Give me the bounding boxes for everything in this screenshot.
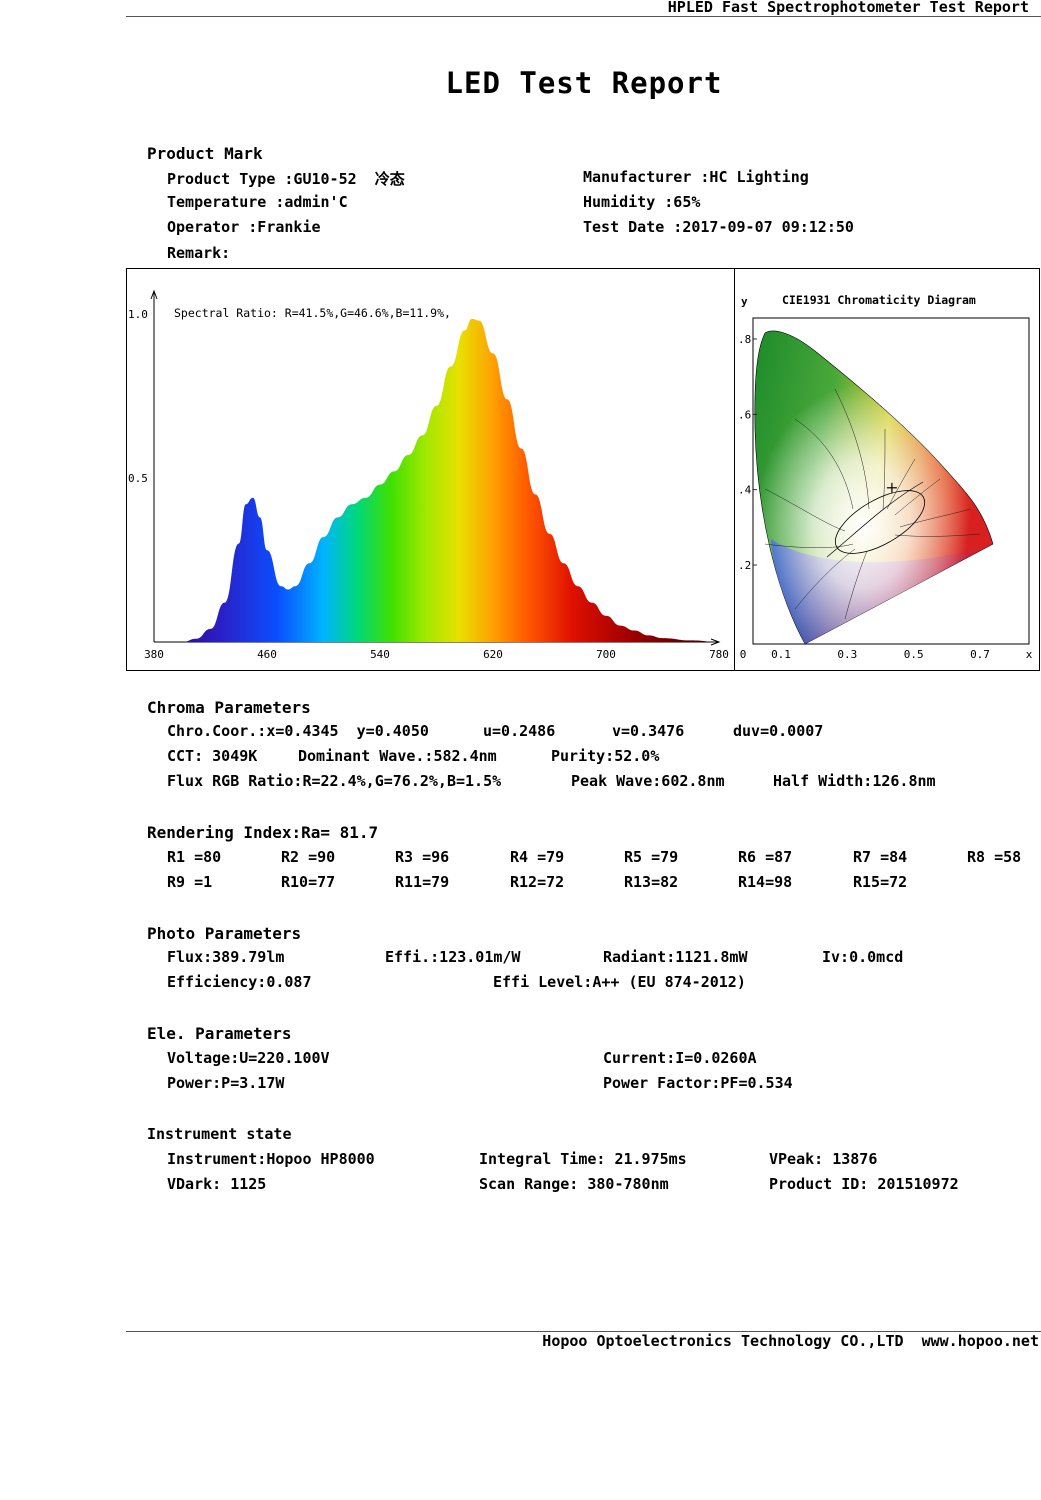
header-divider [126, 16, 1041, 17]
iv: Iv:0.0mcd [822, 948, 904, 966]
spectrum-y-tick-label: 1.0 [128, 308, 148, 321]
chroma-v: v=0.3476 [612, 722, 685, 740]
cie-y-tick-label: .6 [738, 408, 751, 421]
spectrum-x-tick-label: 460 [257, 648, 277, 661]
power-factor: Power Factor:PF=0.534 [603, 1074, 793, 1092]
r-value: R15=72 [853, 873, 908, 891]
r-value: R14=98 [738, 873, 793, 891]
current: Current:I=0.0260A [603, 1049, 757, 1067]
effi: Effi.:123.01m/W [385, 948, 521, 966]
r-value: R6 =87 [738, 848, 793, 866]
dominant-wave: Dominant Wave.:582.4nm [298, 747, 497, 765]
product-type: Product Type :GU10-52 冷态 [167, 170, 405, 188]
purity: Purity:52.0% [551, 747, 660, 765]
rendering-heading: Rendering Index:Ra= 81.7 [147, 823, 379, 842]
cie-x-tick-label: x [1026, 648, 1033, 661]
radiant: Radiant:1121.8mW [603, 948, 748, 966]
temperature: Temperature :admin'C [167, 193, 348, 211]
product-id: Product ID: 201510972 [769, 1175, 959, 1193]
r-value: R10=77 [281, 873, 336, 891]
chroma-u: u=0.2486 [483, 722, 556, 740]
instrument-heading: Instrument state [147, 1125, 292, 1143]
manufacturer: Manufacturer :HC Lighting [583, 168, 809, 186]
spectral-ratio-label: Spectral Ratio: R=41.5%,G=46.6%,B=11.9%, [174, 306, 451, 320]
chro-coor: Chro.Coor.:x=0.4345 y=0.4050 [167, 722, 429, 740]
r-value: R7 =84 [853, 848, 908, 866]
voltage: Voltage:U=220.100V [167, 1049, 330, 1067]
footer-company: Hopoo Optoelectronics Technology CO.,LTD… [542, 1332, 1039, 1350]
efficiency: Efficiency:0.087 [167, 973, 312, 991]
r-value: R13=82 [624, 873, 679, 891]
cct: CCT: 3049K [167, 747, 258, 765]
r-value: R5 =79 [624, 848, 679, 866]
cie-x-tick-label: 0.5 [904, 648, 924, 661]
vdark: VDark: 1125 [167, 1175, 267, 1193]
chroma-duv: duv=0.0007 [733, 722, 824, 740]
effi-level: Effi Level:A++ (EU 874-2012) [493, 973, 746, 991]
spectrum-curve-area [154, 318, 719, 642]
r-value: R1 =80 [167, 848, 222, 866]
cie-y-tick-label: .4 [738, 484, 752, 497]
electrical-heading: Ele. Parameters [147, 1024, 292, 1043]
cie-region-lines [764, 388, 981, 620]
spectrum-x-tick-label: 780 [709, 648, 729, 661]
charts-divider [734, 268, 735, 671]
cie-y-tick-label: .2 [738, 559, 751, 572]
power: Power:P=3.17W [167, 1074, 285, 1092]
r-value: R2 =90 [281, 848, 336, 866]
cie-x-tick-label: 0.3 [837, 648, 857, 661]
cie-y-axis-label: y [741, 295, 748, 308]
page-title: LED Test Report [445, 66, 723, 100]
vpeak: VPeak: 13876 [769, 1150, 878, 1168]
cie-title: CIE1931 Chromaticity Diagram [782, 293, 976, 307]
cie-y-tick-label: .8 [738, 333, 751, 346]
cie-x-tick-label: 0 [740, 648, 747, 661]
spectrum-x-tick-label: 380 [144, 648, 164, 661]
chroma-heading: Chroma Parameters [147, 698, 311, 717]
test-date: Test Date :2017-09-07 09:12:50 [583, 218, 854, 236]
spectrum-y-axis-arrow [150, 289, 158, 300]
instrument-name: Instrument:Hopoo HP8000 [167, 1150, 375, 1168]
spectrum-x-tick-label: 540 [370, 648, 390, 661]
flux-rgb-ratio: Flux RGB Ratio:R=22.4%,G=76.2%,B=1.5% [167, 772, 502, 790]
peak-wave: Peak Wave:602.8nm [571, 772, 725, 790]
cie-plot-frame [752, 317, 1030, 645]
r-value: R4 =79 [510, 848, 565, 866]
operator: Operator :Frankie [167, 218, 321, 236]
cie-chromaticity-chart: y CIE1931 Chromaticity Diagram 0 0.1 0.3 0.… [738, 293, 1033, 661]
humidity: Humidity :65% [583, 193, 701, 211]
r-value: R9 =1 [167, 873, 213, 891]
flux: Flux:389.79lm [167, 948, 285, 966]
product-mark-heading: Product Mark [147, 144, 263, 163]
cie-x-tick-label: 0.7 [970, 648, 990, 661]
spectrum-chart: 380 460 540 620 700 780 1.0 0.5 Spectral Ratio:… [128, 289, 729, 661]
cie-white-region [754, 331, 993, 644]
spectrum-x-tick-label: 620 [483, 648, 503, 661]
cie-x-tick-label: 0.1 [771, 648, 791, 661]
photo-heading: Photo Parameters [147, 924, 302, 943]
spectrum-x-tick-label: 700 [596, 648, 616, 661]
r-value: R11=79 [395, 873, 450, 891]
r-value: R8 =58 [967, 848, 1022, 866]
r-value: R3 =96 [395, 848, 450, 866]
spectrum-y-tick-label: 0.5 [128, 472, 148, 485]
r-value: R12=72 [510, 873, 565, 891]
footer-divider [126, 1331, 1041, 1332]
remark: Remark: [167, 244, 231, 262]
report-header-title: HPLED Fast Spectrophotometer Test Report [667, 0, 1029, 16]
half-width: Half Width:126.8nm [773, 772, 936, 790]
scan-range: Scan Range: 380-780nm [479, 1175, 669, 1193]
charts-frame [126, 268, 1040, 671]
integral-time: Integral Time: 21.975ms [479, 1150, 687, 1168]
